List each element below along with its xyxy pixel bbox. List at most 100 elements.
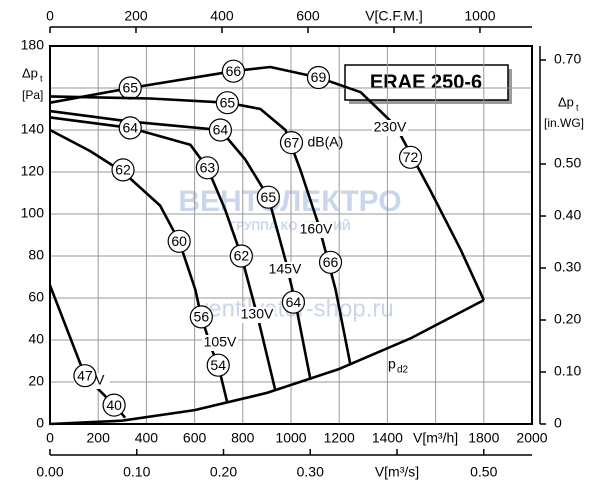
y-tick-label: 180 bbox=[21, 37, 45, 53]
db-marker bbox=[306, 65, 331, 90]
x3-axis-label: V[m³/s] bbox=[375, 464, 419, 480]
db-label: 60 bbox=[171, 233, 187, 249]
db-label: 56 bbox=[194, 309, 210, 325]
x3-tick-label: 0.30 bbox=[297, 464, 324, 480]
db-label: 40 bbox=[106, 397, 122, 413]
x-axis-label: V[m³/h] bbox=[413, 430, 458, 446]
label-bg bbox=[267, 262, 303, 278]
x-tick-label: 1800 bbox=[468, 430, 499, 446]
y2-tick-label: 0 bbox=[554, 415, 562, 431]
db-marker bbox=[73, 364, 97, 388]
x3-tick-label: 0.50 bbox=[470, 464, 497, 480]
label-bg bbox=[372, 120, 408, 136]
db-label: 66 bbox=[226, 63, 242, 79]
chart-title: ERAE 250-6 bbox=[370, 71, 482, 93]
y-axis-label: t bbox=[40, 73, 43, 83]
db-label: 64 bbox=[213, 122, 229, 138]
y-tick-label: 80 bbox=[28, 247, 44, 263]
db-marker bbox=[279, 131, 304, 155]
db-label: 65 bbox=[261, 189, 277, 205]
y2-tick-label: 0.40 bbox=[554, 207, 581, 223]
x2-axis-label: V[C.F.M.] bbox=[365, 8, 423, 24]
db-marker bbox=[221, 59, 246, 83]
y2-axis-label: [in.WG] bbox=[544, 116, 584, 130]
x-tick-label: 1000 bbox=[275, 430, 306, 446]
x2-tick-label: 400 bbox=[210, 8, 234, 24]
curve-label: 145V bbox=[269, 261, 302, 277]
db-label: 69 bbox=[311, 69, 327, 85]
db-marker bbox=[215, 91, 239, 115]
db-label: 63 bbox=[200, 160, 216, 176]
unit-label: dB(A) bbox=[307, 133, 343, 149]
db-marker bbox=[111, 158, 135, 182]
x-tick-label: 800 bbox=[231, 430, 255, 446]
curve-label: 160V bbox=[300, 221, 333, 237]
db-label: 47 bbox=[77, 367, 93, 383]
x2-tick-label: 600 bbox=[296, 8, 320, 24]
db-label: 67 bbox=[284, 134, 300, 150]
y2-axis-label: Δp bbox=[558, 94, 574, 109]
label-bg bbox=[298, 222, 334, 238]
x2-tick-label: 1000 bbox=[464, 8, 495, 24]
db-marker bbox=[208, 118, 232, 142]
x-tick-label: 2000 bbox=[516, 430, 547, 446]
x3-tick-label: 0.00 bbox=[36, 464, 63, 480]
label-bg bbox=[239, 307, 275, 323]
y2-tick-label: 0.50 bbox=[554, 155, 581, 171]
db-marker bbox=[167, 229, 191, 253]
db-marker bbox=[318, 250, 343, 274]
y2-tick-label: 0.70 bbox=[554, 51, 581, 67]
db-label: 62 bbox=[115, 162, 131, 178]
x-tick-label: 600 bbox=[183, 430, 207, 446]
y2-tick-label: 0.10 bbox=[554, 363, 581, 379]
x-tick-label: 400 bbox=[135, 430, 159, 446]
y-tick-label: 60 bbox=[28, 289, 44, 305]
x-tick-label: 0 bbox=[46, 430, 54, 446]
y-tick-label: 120 bbox=[21, 163, 45, 179]
curve-label: p bbox=[388, 356, 396, 372]
y2-tick-label: 0.20 bbox=[554, 311, 581, 327]
curve-label: d2 bbox=[397, 365, 409, 376]
y-tick-label: 40 bbox=[28, 331, 44, 347]
db-marker bbox=[398, 145, 423, 169]
label-bg bbox=[202, 335, 238, 351]
db-marker bbox=[256, 185, 280, 209]
y-tick-label: 20 bbox=[28, 373, 44, 389]
curve bbox=[49, 65, 485, 301]
db-marker bbox=[118, 116, 142, 140]
y2-tick-label: 0.30 bbox=[554, 259, 581, 275]
db-label: 66 bbox=[323, 254, 339, 270]
y-axis-label: Δp bbox=[22, 65, 38, 80]
db-marker bbox=[102, 393, 126, 417]
db-label: 65 bbox=[122, 80, 138, 96]
y-axis-label: [Pa] bbox=[22, 88, 43, 102]
x-tick-label: 1400 bbox=[372, 430, 403, 446]
plot-frame bbox=[49, 45, 533, 425]
db-label: 62 bbox=[234, 248, 250, 264]
db-label: 65 bbox=[220, 94, 236, 110]
db-marker bbox=[195, 156, 219, 180]
x2-tick-label: 200 bbox=[124, 8, 148, 24]
db-marker bbox=[206, 353, 230, 377]
db-label: 64 bbox=[286, 294, 302, 310]
x3-tick-label: 0.20 bbox=[210, 464, 237, 480]
x3-tick-label: 0.10 bbox=[123, 464, 150, 480]
x-tick-label: 1200 bbox=[324, 430, 355, 446]
db-marker bbox=[281, 290, 306, 314]
y-tick-label: 100 bbox=[21, 205, 45, 221]
db-label: 54 bbox=[210, 357, 226, 373]
y2-axis-label: t bbox=[576, 102, 579, 112]
y-tick-label: 140 bbox=[21, 121, 45, 137]
watermark-text: ВЕНТЭЛЕКТРО bbox=[178, 185, 401, 218]
x-tick-label: 200 bbox=[87, 430, 111, 446]
db-label: 64 bbox=[122, 120, 138, 136]
y-tick-label: 0 bbox=[36, 415, 44, 431]
curve-label: 130V bbox=[241, 306, 274, 322]
db-marker bbox=[229, 244, 253, 268]
x2-tick-label: 0 bbox=[46, 8, 54, 24]
db-label: 72 bbox=[403, 149, 419, 165]
db-marker bbox=[189, 305, 213, 329]
curve-label: 230V bbox=[374, 119, 407, 135]
curve-label: 105V bbox=[204, 334, 237, 350]
